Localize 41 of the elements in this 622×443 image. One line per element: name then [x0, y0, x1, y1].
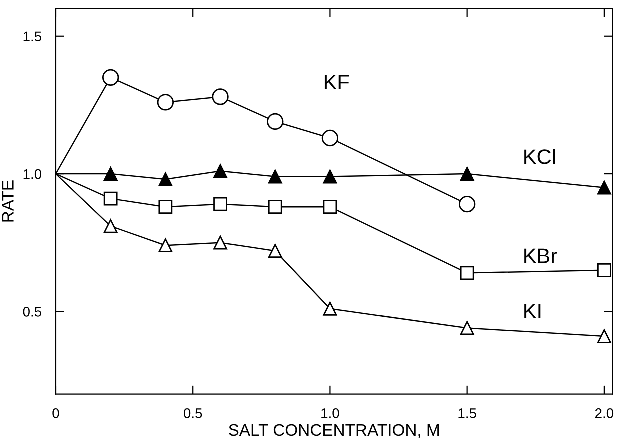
point — [322, 130, 339, 147]
y-tick-label: 1.5 — [24, 32, 42, 42]
point — [460, 167, 474, 181]
point — [323, 170, 338, 184]
point — [214, 197, 228, 212]
point — [212, 88, 229, 106]
y-tick-label: 1.0 — [24, 169, 42, 180]
point — [598, 330, 612, 344]
point — [158, 238, 173, 253]
series-label: KI — [524, 304, 541, 318]
point — [460, 321, 474, 336]
point — [102, 69, 120, 86]
x-tick-label: 0.5 — [184, 408, 202, 418]
point — [157, 94, 174, 111]
x-tick-label: 1.5 — [458, 408, 476, 418]
x-tick-label: 2.0 — [595, 408, 614, 418]
series-label: KBr — [524, 248, 558, 264]
x-tick-label: 1.0 — [322, 408, 340, 418]
series-label: KCl — [524, 149, 556, 164]
point — [214, 164, 228, 178]
series-label: KF — [324, 75, 350, 90]
point — [268, 200, 282, 214]
y-axis-title: RATE — [2, 180, 14, 222]
point — [104, 192, 118, 206]
point — [214, 236, 228, 250]
point — [158, 200, 173, 214]
point — [104, 167, 118, 181]
point — [323, 200, 338, 214]
point — [268, 170, 282, 184]
point — [323, 302, 338, 316]
point — [267, 113, 284, 130]
y-tick-label: 0.5 — [23, 307, 42, 317]
x-tick-label: 0 — [52, 408, 60, 418]
point — [268, 244, 282, 258]
point — [458, 196, 476, 213]
point — [104, 219, 118, 234]
point — [598, 180, 612, 195]
x-axis-title: SALT CONCENTRATION, M — [229, 424, 439, 438]
point — [158, 172, 173, 186]
point — [460, 266, 474, 280]
point — [598, 263, 612, 278]
